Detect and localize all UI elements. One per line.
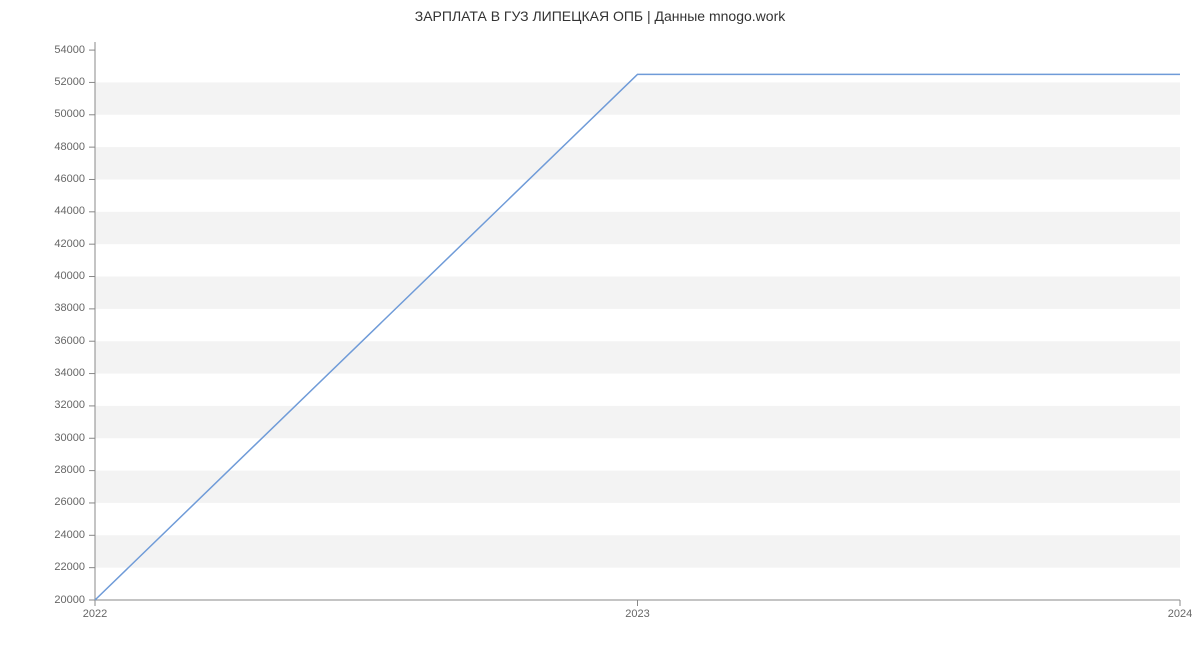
y-tick-label: 32000: [54, 399, 85, 411]
y-tick-label: 54000: [54, 44, 85, 56]
y-tick-label: 24000: [54, 529, 85, 541]
y-tick-label: 36000: [54, 335, 85, 347]
y-tick-label: 40000: [54, 270, 85, 282]
y-tick-label: 44000: [54, 205, 85, 217]
y-tick-label: 46000: [54, 173, 85, 185]
y-tick-label: 30000: [54, 432, 85, 444]
y-tick-label: 28000: [54, 464, 85, 476]
y-tick-label: 26000: [54, 496, 85, 508]
x-tick-label: 2023: [625, 608, 649, 620]
y-tick-label: 42000: [54, 238, 85, 250]
x-tick-label: 2024: [1168, 608, 1192, 620]
y-tick-label: 48000: [54, 141, 85, 153]
y-tick-label: 22000: [54, 561, 85, 573]
salary-line-chart: ЗАРПЛАТА В ГУЗ ЛИПЕЦКАЯ ОПБ | Данные mno…: [0, 0, 1200, 650]
y-tick-label: 38000: [54, 302, 85, 314]
y-tick-label: 52000: [54, 76, 85, 88]
y-tick-label: 50000: [54, 108, 85, 120]
y-tick-label: 20000: [54, 594, 85, 606]
chart-svg: [0, 0, 1200, 650]
x-tick-label: 2022: [83, 608, 107, 620]
y-tick-label: 34000: [54, 367, 85, 379]
